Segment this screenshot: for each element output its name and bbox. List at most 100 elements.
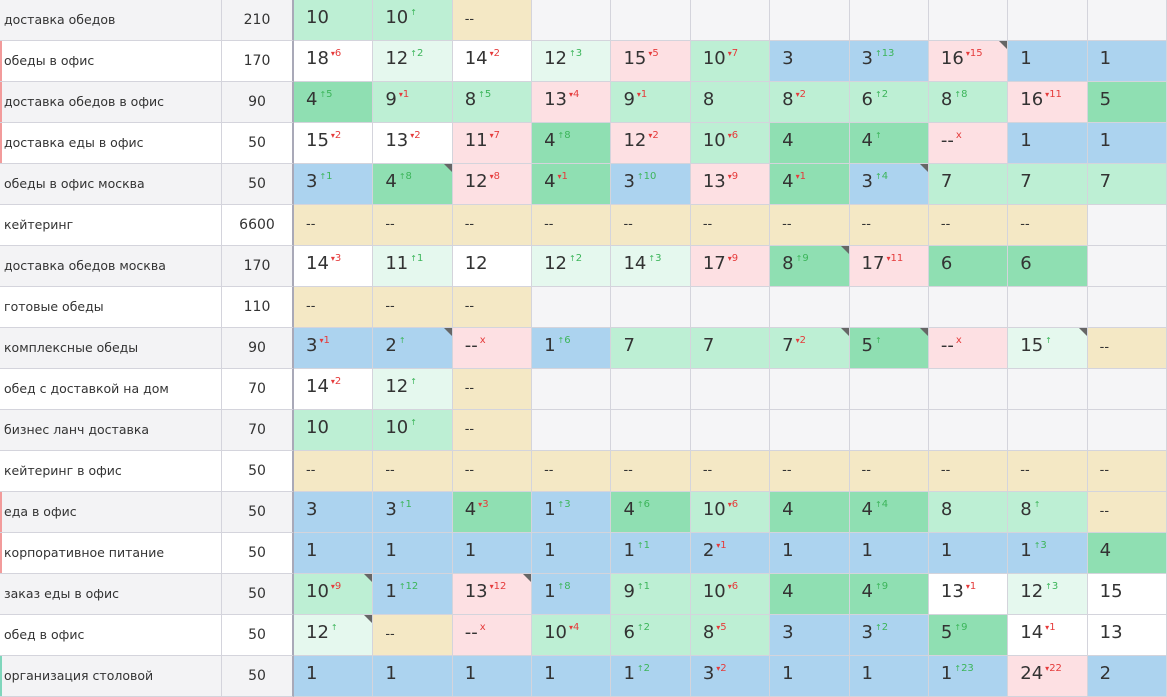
position-value: 7 <box>940 171 953 192</box>
table-row: корпоративное питание5011111121111134 <box>0 533 1167 574</box>
position-cell: 88 <box>928 82 1009 123</box>
position-cell: 12 <box>294 615 374 656</box>
position-value: 12 <box>544 253 567 274</box>
position-value: 1 <box>861 663 873 684</box>
position-cell <box>532 369 612 410</box>
position-value: -- <box>306 217 316 232</box>
position-cell: 1 <box>452 656 533 697</box>
position-cell: 2 <box>1087 656 1167 697</box>
position-cell <box>1008 369 1088 410</box>
position-cell: 123 <box>532 41 612 82</box>
position-change: 15 <box>966 48 983 59</box>
position-change: 23 <box>954 663 973 674</box>
position-cell: -- <box>373 287 453 328</box>
position-change: 5 <box>478 89 491 100</box>
position-cell: 48 <box>532 123 612 164</box>
position-value: 10 <box>702 581 726 602</box>
position-value: 13 <box>702 171 726 192</box>
position-change: 9 <box>954 622 967 633</box>
position-change: 13 <box>875 48 894 59</box>
position-value: -- <box>385 217 395 232</box>
position-cell: 85 <box>452 82 533 123</box>
position-value: -- <box>464 463 475 478</box>
position-cell <box>690 369 771 410</box>
position-value: 7 <box>1020 171 1032 192</box>
position-value: -- <box>1020 463 1030 478</box>
position-value: 3 <box>861 622 873 643</box>
position-cell: 313 <box>849 41 929 82</box>
position-cell: 1 <box>770 533 850 574</box>
position-cell: 1 <box>1087 41 1167 82</box>
table-row: доставка обедов в офис904591851349188262… <box>0 82 1167 123</box>
position-value: 10 <box>702 499 726 520</box>
position-cell: 122 <box>611 123 691 164</box>
position-change <box>399 335 406 346</box>
position-change: 2 <box>331 130 341 141</box>
position-change: 12 <box>490 581 507 592</box>
position-change: 1 <box>637 540 650 551</box>
table-row: обеды в офис1701861221421231551073313161… <box>0 41 1167 82</box>
position-cell: -- <box>452 205 533 246</box>
position-change: 7 <box>490 130 500 141</box>
position-value: 3 <box>782 48 794 69</box>
position-cell: 82 <box>770 82 850 123</box>
position-value: 13 <box>544 89 567 110</box>
frequency-cell: 90 <box>222 328 294 369</box>
position-value: 1 <box>782 540 794 561</box>
position-change: 5 <box>319 89 332 100</box>
position-value: 7 <box>623 335 635 356</box>
position-cell: 72 <box>770 328 850 369</box>
position-change: 7 <box>728 48 738 59</box>
position-cell: 142 <box>294 369 374 410</box>
position-change <box>875 130 882 141</box>
position-change: 3 <box>1045 581 1058 592</box>
position-cell: 31 <box>294 328 374 369</box>
position-change: 1 <box>637 89 647 100</box>
position-value: 1 <box>464 540 477 561</box>
frequency-cell: 50 <box>222 574 294 615</box>
position-value: 17 <box>861 253 885 274</box>
position-value: 4 <box>861 130 873 151</box>
position-value: 5 <box>861 335 873 356</box>
position-cell: 48 <box>373 164 453 205</box>
table-row: комплексные обеды90312--x1677725--x15-- <box>0 328 1167 369</box>
position-value: 8 <box>1020 499 1032 520</box>
position-change: 2 <box>569 253 582 264</box>
position-cell: 1 <box>452 533 533 574</box>
position-change: 1 <box>399 499 412 510</box>
position-cell: -- x <box>452 615 533 656</box>
position-value: 4 <box>464 499 477 520</box>
position-cell <box>1087 0 1167 41</box>
position-value: 3 <box>782 622 794 643</box>
frequency-cell: 50 <box>222 533 294 574</box>
position-cell: 1 <box>373 533 453 574</box>
position-value: 14 <box>464 48 488 69</box>
position-value: 8 <box>782 89 794 110</box>
position-cell: 44 <box>849 492 929 533</box>
position-value: -- <box>1099 340 1110 355</box>
position-cell: -- <box>1087 328 1167 369</box>
frequency-cell: 50 <box>222 451 294 492</box>
position-cell: -- <box>849 451 929 492</box>
position-cell <box>532 287 612 328</box>
position-cell: 122 <box>532 246 612 287</box>
position-change: 6 <box>331 48 341 59</box>
frequency-cell: 50 <box>222 656 294 697</box>
position-cell: 12 <box>373 369 453 410</box>
position-value: 12 <box>464 171 488 192</box>
position-cell: 8 <box>1008 492 1088 533</box>
position-value: -- <box>464 422 475 437</box>
position-cell: 49 <box>849 574 929 615</box>
position-change: 11 <box>1045 89 1062 100</box>
keyword-cell: кейтеринг в офис <box>0 451 222 492</box>
position-value: -- <box>544 217 554 232</box>
position-cell: 123 <box>1008 574 1088 615</box>
position-cell: -- <box>452 0 533 41</box>
position-cell: 143 <box>611 246 691 287</box>
position-value: 14 <box>1020 622 1044 643</box>
position-change: 1 <box>716 540 726 551</box>
position-cell: 3 <box>770 41 850 82</box>
position-cell: 1 <box>532 533 612 574</box>
position-cell: 89 <box>770 246 850 287</box>
